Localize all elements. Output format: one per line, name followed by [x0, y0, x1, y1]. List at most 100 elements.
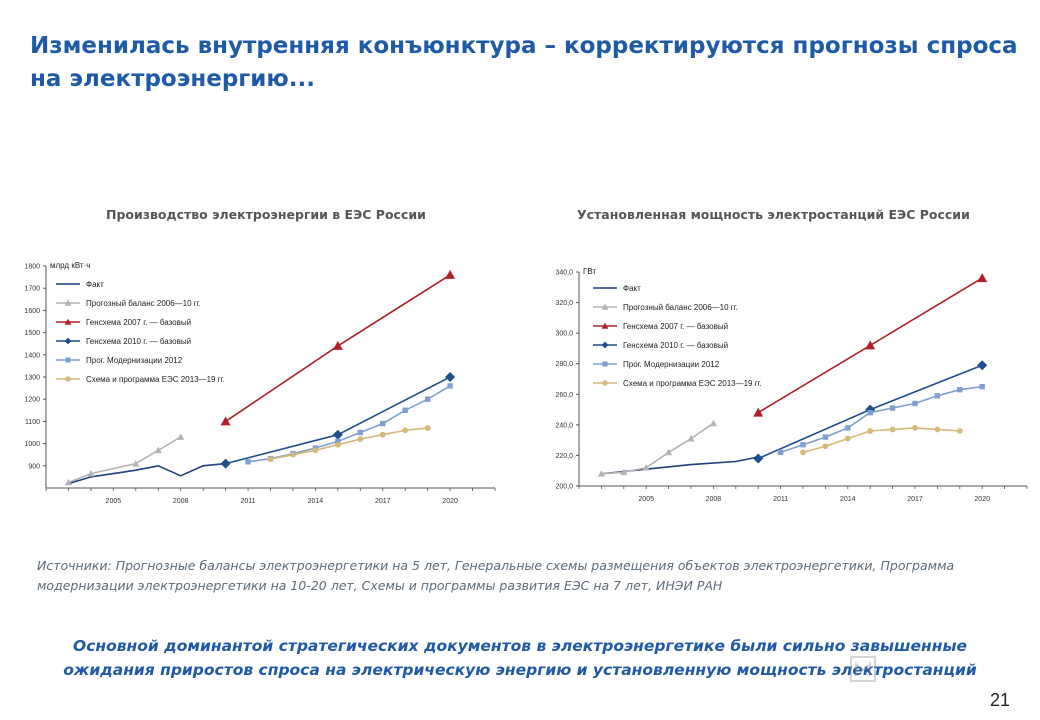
- data-point: [177, 433, 185, 440]
- x-tick-label: 2020: [442, 498, 458, 505]
- data-point: [665, 448, 673, 456]
- data-point: [424, 396, 431, 402]
- data-point: [979, 383, 985, 390]
- y-tick-label: 1500: [24, 330, 40, 337]
- data-point: [357, 436, 364, 443]
- data-point: [220, 416, 231, 426]
- legend-label: Схема и программа ЕЭС 2013—19 гг.: [623, 379, 762, 388]
- data-point: [934, 426, 941, 433]
- data-point: [800, 442, 806, 448]
- data-point: [267, 456, 274, 463]
- data-point: [912, 400, 918, 407]
- y-tick-label: 280,0: [555, 361, 573, 368]
- legend-label: Факт: [623, 284, 641, 293]
- data-point: [132, 459, 140, 467]
- data-point: [312, 447, 319, 454]
- x-tick-label: 2008: [173, 498, 189, 505]
- data-point: [822, 443, 829, 450]
- data-point: [867, 409, 873, 416]
- legend-marker: [602, 361, 608, 367]
- data-point: [822, 434, 829, 440]
- data-point: [64, 478, 73, 486]
- y-tick-label: 1000: [24, 441, 40, 448]
- x-tick-label: 2011: [241, 498, 256, 505]
- data-point: [687, 435, 695, 442]
- legend-label: Факт: [86, 280, 104, 289]
- data-point: [912, 425, 918, 431]
- series-line: [225, 376, 451, 465]
- y-tick-label: 340,0: [555, 270, 573, 277]
- x-tick-label: 2011: [773, 496, 788, 503]
- data-point: [402, 427, 409, 434]
- data-point: [977, 273, 988, 283]
- data-point: [245, 459, 251, 465]
- data-point: [753, 453, 764, 464]
- y-tick-label: 220,0: [555, 453, 573, 460]
- conclusion-text: Основной доминантой стратегических докум…: [63, 637, 977, 679]
- legend-label: Прогозный баланс 2006—10 гг.: [623, 303, 738, 312]
- y-tick-label: 260,0: [555, 392, 573, 399]
- data-point: [334, 441, 341, 448]
- legend-label: Схема и программа ЕЭС 2013—19 гг.: [86, 375, 225, 384]
- data-point: [957, 387, 963, 393]
- x-tick-label: 2008: [706, 496, 722, 503]
- data-point: [865, 340, 876, 350]
- legend-marker: [601, 303, 609, 310]
- legend-marker: [64, 299, 72, 306]
- data-point: [845, 425, 851, 431]
- x-tick-label: 2017: [907, 496, 923, 503]
- data-point: [445, 372, 456, 382]
- legend-label: Генсхема 2007 г. — базовый: [623, 322, 728, 331]
- legend-label: Прог. Модернизации 2012: [623, 360, 720, 369]
- data-point: [447, 383, 453, 389]
- data-point: [956, 428, 963, 434]
- series-line: [780, 385, 983, 454]
- y-tick-label: 200,0: [555, 484, 573, 491]
- legend-label: Генсхема 2010 г. — базовый: [623, 341, 728, 350]
- data-point: [220, 458, 231, 469]
- legend-marker: [601, 341, 609, 349]
- data-point: [709, 419, 717, 427]
- series-line: [68, 462, 226, 485]
- y-unit-label: ГВт: [583, 267, 596, 276]
- x-tick-label: 2005: [106, 498, 122, 505]
- series-line: [68, 436, 182, 484]
- legend-label: Генсхема 2010 г. — базовый: [86, 337, 191, 346]
- legend-label: Прогозный баланс 2006—10 гг.: [86, 299, 201, 308]
- y-tick-label: 240,0: [555, 422, 573, 429]
- watermark-logo-icon: [850, 656, 876, 682]
- data-point: [445, 269, 456, 279]
- data-point: [889, 426, 896, 433]
- data-point: [424, 425, 431, 431]
- data-point: [379, 431, 386, 438]
- data-point: [753, 407, 764, 417]
- y-tick-label: 1400: [24, 352, 40, 359]
- data-point: [154, 446, 162, 454]
- data-point: [357, 429, 363, 436]
- series-line: [601, 422, 714, 475]
- x-tick-label: 2014: [840, 496, 856, 503]
- data-point: [597, 470, 605, 477]
- y-tick-label: 1200: [24, 397, 40, 404]
- production-chart: 900 1000 1100 1200 1300 1400 1500 1600 1700 1800 2…: [24, 261, 496, 505]
- chart-title-production: Производство электроэнергии в ЕЭС России: [106, 207, 426, 222]
- y-tick-label: 1100: [25, 419, 40, 426]
- data-point: [620, 468, 628, 476]
- data-point: [335, 438, 341, 445]
- data-point: [332, 429, 343, 440]
- series-line: [802, 427, 960, 454]
- legend-marker: [64, 318, 72, 325]
- slide-title: Изменилась внутренняя конъюнктура – корр…: [30, 33, 1018, 92]
- x-tick-label: 2017: [375, 498, 391, 505]
- legend-marker: [65, 376, 71, 382]
- data-point: [889, 405, 896, 411]
- legend-marker: [64, 337, 72, 345]
- y-tick-label: 300,0: [555, 331, 573, 338]
- data-point: [402, 407, 408, 413]
- legend-marker: [602, 380, 608, 386]
- legend-label: Генсхема 2007 г. — базовый: [86, 318, 191, 327]
- y-tick-label: 900: [28, 463, 40, 470]
- x-tick-label: 2014: [308, 498, 324, 505]
- data-point: [380, 420, 386, 427]
- data-point: [87, 469, 95, 477]
